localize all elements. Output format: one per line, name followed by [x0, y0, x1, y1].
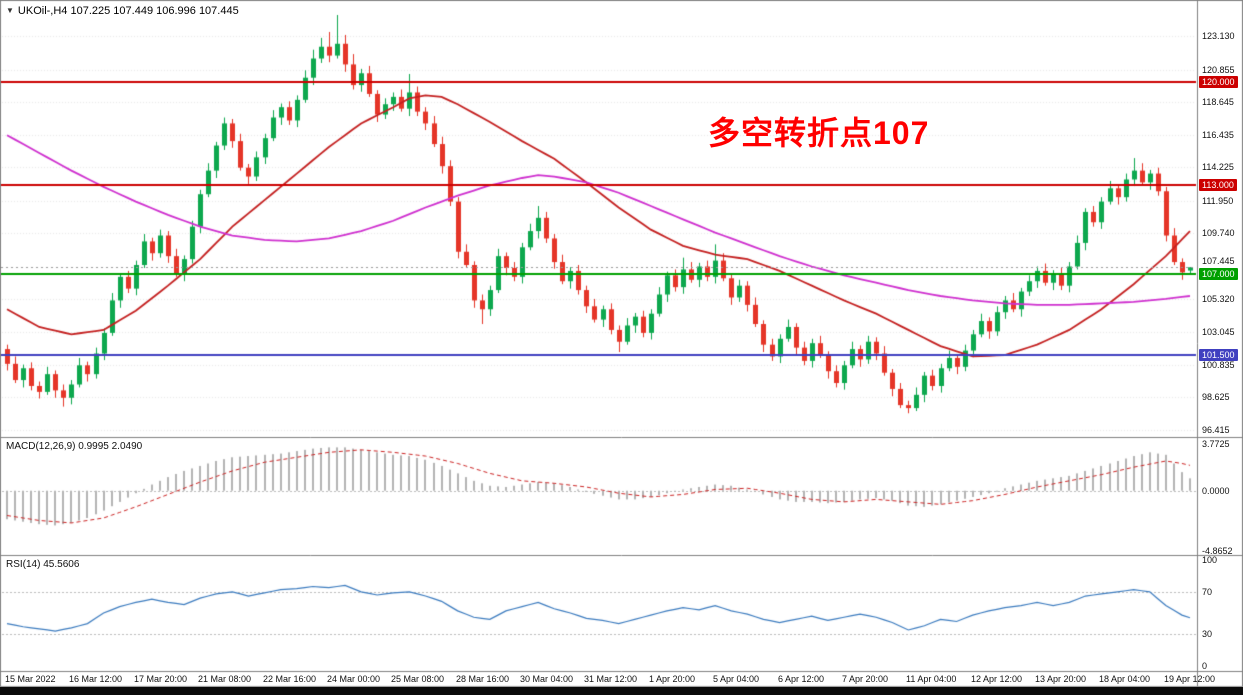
- price-tick-label: 98.625: [1202, 392, 1230, 402]
- rsi-indicator-label: RSI(14) 45.5606: [6, 559, 80, 570]
- date-label: 25 Mar 08:00: [391, 674, 445, 684]
- date-label: 31 Mar 12:00: [584, 674, 638, 684]
- date-label: 11 Apr 04:00: [906, 674, 957, 684]
- price-tick-label: 123.130: [1202, 31, 1235, 41]
- chart-header: ▼ UKOil-,H4 107.225 107.449 106.996 107.4…: [6, 5, 239, 17]
- price-tick-label: 114.225: [1202, 162, 1234, 172]
- date-label: 17 Mar 20:00: [134, 674, 188, 684]
- macd-indicator-label: MACD(12,26,9) 0.9995 2.0490: [6, 441, 143, 452]
- current-price-label: 107.445: [1202, 256, 1235, 266]
- price-tick-label: 116.435: [1202, 130, 1234, 140]
- date-label: 16 Mar 12:00: [69, 674, 123, 684]
- date-label: 22 Mar 16:00: [263, 674, 317, 684]
- chart-title: UKOil-,H4 107.225 107.449 106.996 107.44…: [17, 5, 239, 17]
- price-tick-label: 109.740: [1202, 228, 1235, 238]
- price-tick-label: 120.855: [1202, 65, 1235, 75]
- price-tick-label: 118.645: [1202, 97, 1234, 107]
- price-scale[interactable]: 123.130 120.855 118.645 116.435 114.225 111.9…: [1198, 0, 1243, 687]
- date-label: 19 Apr 12:00: [1164, 674, 1216, 684]
- date-label: 28 Mar 16:00: [456, 674, 510, 684]
- time-axis[interactable]: 15 Mar 2022 16 Mar 12:00 17 Mar 20:00 21 Ma…: [0, 673, 1243, 687]
- price-tick-label: 111.950: [1202, 196, 1234, 206]
- price-line-tag: 107.000: [1199, 268, 1238, 280]
- bottom-bar: [0, 687, 1243, 695]
- rsi-tick-label: 0: [1202, 661, 1208, 671]
- date-label: 6 Apr 12:00: [778, 674, 825, 684]
- date-label: 18 Apr 04:00: [1099, 674, 1151, 684]
- date-label: 1 Apr 20:00: [649, 674, 696, 684]
- date-label: 15 Mar 2022: [5, 674, 56, 684]
- date-label: 13 Apr 20:00: [1035, 674, 1087, 684]
- date-label: 12 Apr 12:00: [971, 674, 1023, 684]
- price-tick-label: 100.835: [1202, 360, 1235, 370]
- date-label: 30 Mar 04:00: [520, 674, 574, 684]
- price-tick-label: 96.415: [1202, 425, 1230, 435]
- rsi-tick-label: 70: [1202, 587, 1213, 597]
- rsi-tick-label: 100: [1202, 555, 1218, 565]
- date-label: 21 Mar 08:00: [198, 674, 252, 684]
- price-line-tag: 113.000: [1199, 179, 1237, 191]
- macd-tick-label: -4.8652: [1202, 546, 1233, 556]
- chart-symbol-icon: ▼: [6, 6, 14, 15]
- date-label: 5 Apr 04:00: [713, 674, 760, 684]
- macd-tick-label: 3.7725: [1202, 439, 1230, 449]
- annotation-text[interactable]: 多空转折点107: [708, 115, 930, 151]
- macd-tick-label: 0.0000: [1202, 486, 1230, 496]
- price-line-tag: 120.000: [1199, 76, 1238, 88]
- date-label: 7 Apr 20:00: [842, 674, 889, 684]
- price-tick-label: 105.320: [1202, 294, 1235, 304]
- rsi-tick-label: 30: [1202, 629, 1213, 639]
- price-line-tag: 101.500: [1199, 349, 1238, 361]
- date-label: 24 Mar 00:00: [327, 674, 381, 684]
- price-tick-label: 103.045: [1202, 327, 1235, 337]
